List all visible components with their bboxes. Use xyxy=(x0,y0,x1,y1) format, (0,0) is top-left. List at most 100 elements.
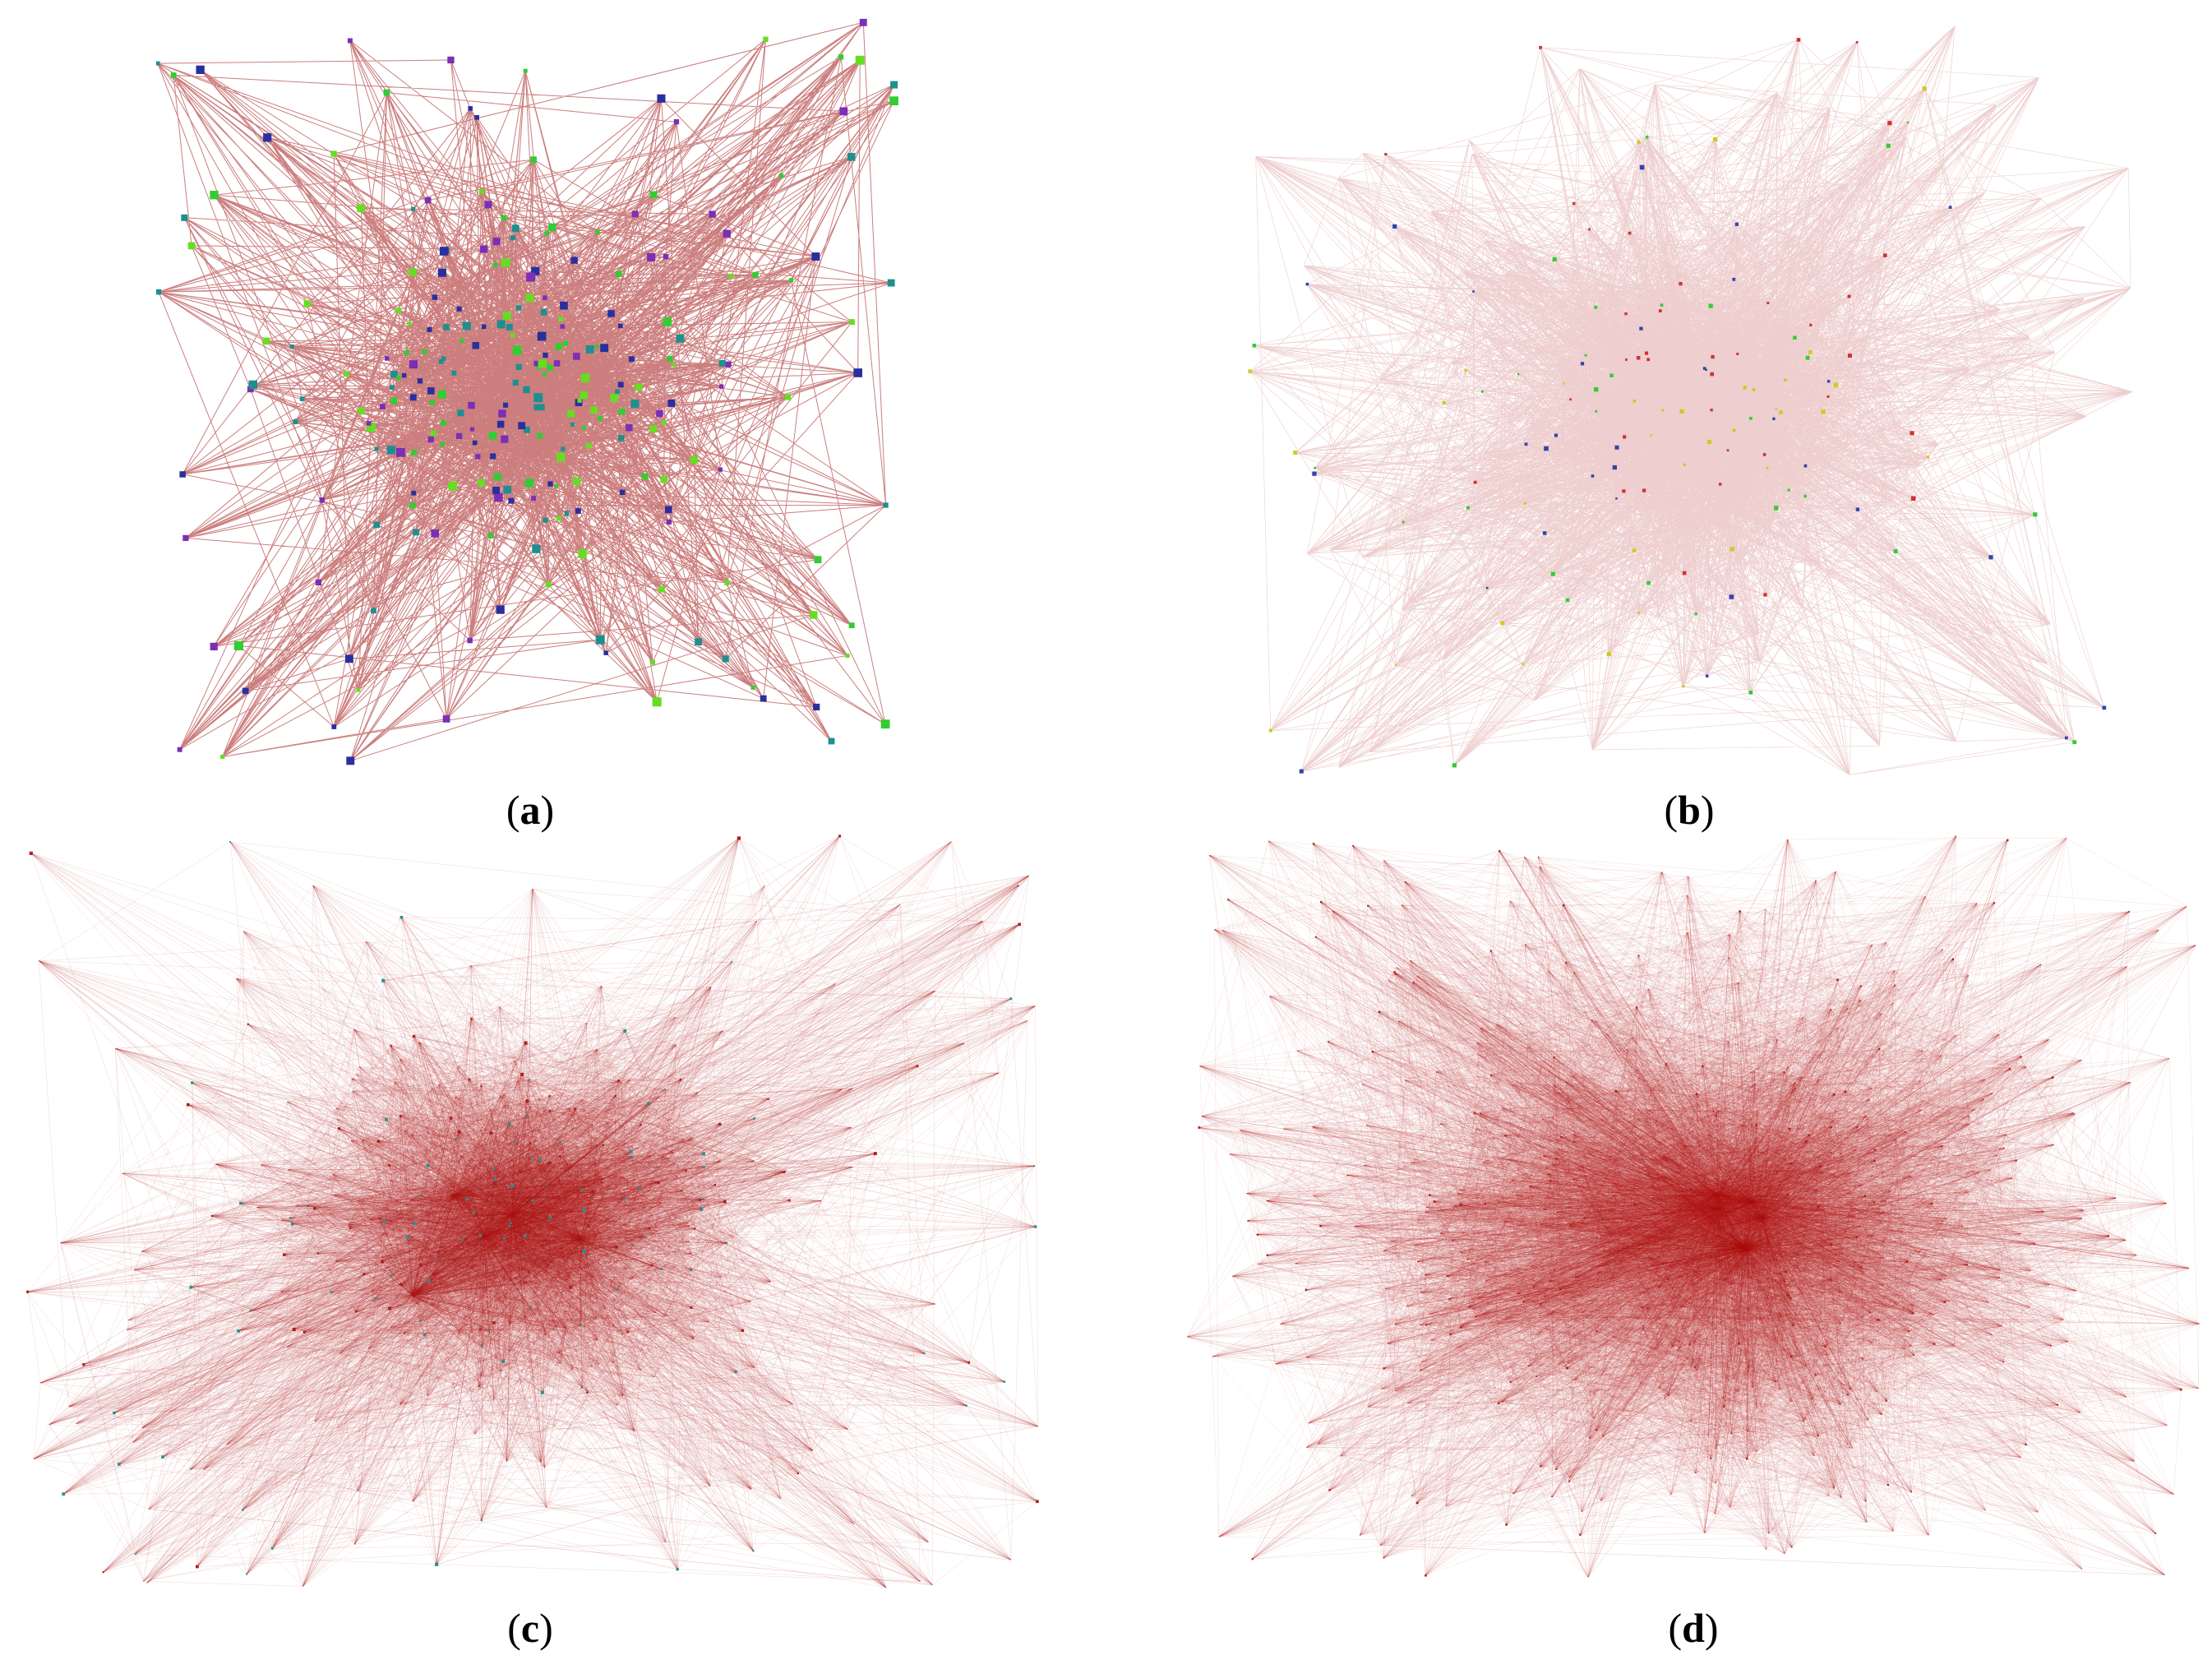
network-node xyxy=(1523,502,1526,505)
network-node xyxy=(523,1234,527,1237)
network-node xyxy=(1490,1074,1493,1076)
network-node xyxy=(508,1224,511,1227)
network-node xyxy=(1886,1399,1888,1402)
network-node xyxy=(702,1152,705,1155)
network-node xyxy=(1616,1091,1619,1093)
network-node xyxy=(690,1306,693,1309)
network-node xyxy=(1725,1278,1728,1280)
network-node xyxy=(62,1492,66,1496)
network-node xyxy=(560,301,568,310)
network-node xyxy=(1425,1274,1427,1276)
network-node xyxy=(965,1404,967,1407)
network-node xyxy=(1637,140,1641,144)
network-node xyxy=(468,1078,471,1081)
network-node xyxy=(1501,1401,1503,1403)
network-node xyxy=(699,1199,702,1201)
network-node xyxy=(1651,1264,1654,1266)
network-node xyxy=(1710,372,1714,377)
network-node xyxy=(1636,356,1641,360)
network-node xyxy=(1726,449,1729,452)
network-node xyxy=(480,1084,483,1087)
network-node xyxy=(1844,1090,1847,1093)
network-node xyxy=(1792,1324,1794,1326)
network-node xyxy=(600,344,608,353)
network-node xyxy=(388,1164,391,1167)
network-node xyxy=(2107,1235,2109,1237)
network-node xyxy=(2020,1056,2022,1058)
network-node xyxy=(248,380,257,390)
network-node xyxy=(778,173,784,178)
network-node xyxy=(409,360,418,369)
network-node xyxy=(890,81,898,89)
network-node xyxy=(547,1219,549,1222)
caption-b-letter: b xyxy=(1678,787,1701,833)
network-node xyxy=(374,446,379,451)
network-node xyxy=(1906,121,1910,124)
network-node xyxy=(389,1274,392,1278)
network-node xyxy=(1503,1221,1506,1223)
network-node xyxy=(880,719,890,729)
network-node xyxy=(671,363,676,367)
network-node xyxy=(580,373,590,383)
network-node xyxy=(1702,1180,1704,1181)
network-node xyxy=(371,608,376,614)
network-node xyxy=(1484,1202,1487,1205)
network-node xyxy=(1833,382,1839,388)
network-node xyxy=(1717,1110,1719,1112)
network-node xyxy=(1793,335,1797,340)
network-node xyxy=(1686,1277,1688,1278)
network-node xyxy=(1500,621,1505,626)
network-node xyxy=(399,1115,402,1117)
network-node xyxy=(1392,224,1397,229)
network-node xyxy=(1779,410,1783,414)
network-node xyxy=(554,483,558,488)
network-node xyxy=(1763,593,1767,597)
network-node xyxy=(1472,290,1475,293)
network-node xyxy=(750,685,755,690)
network-graph-c-svg xyxy=(26,834,1039,1588)
network-node xyxy=(2180,1388,2182,1391)
network-node xyxy=(1252,344,1257,348)
network-node xyxy=(1447,1275,1449,1278)
network-node xyxy=(246,1573,248,1575)
network-node xyxy=(853,368,862,377)
network-node xyxy=(530,156,537,164)
network-edges-d xyxy=(1187,836,2200,1578)
network-node xyxy=(1831,1279,1832,1281)
network-node xyxy=(366,423,376,432)
network-node xyxy=(1695,1472,1697,1474)
network-node xyxy=(411,206,416,211)
network-node xyxy=(478,188,484,194)
network-node xyxy=(503,402,509,408)
network-node xyxy=(529,1141,532,1144)
network-node xyxy=(542,372,547,377)
network-node xyxy=(1933,1343,1936,1345)
network-node xyxy=(1830,1009,1831,1010)
network-node xyxy=(1256,1233,1259,1236)
network-node xyxy=(249,1310,252,1312)
network-node xyxy=(763,36,769,42)
network-node xyxy=(524,426,530,433)
network-node xyxy=(1033,1165,1036,1167)
network-node xyxy=(547,1163,550,1165)
network-node xyxy=(618,408,626,415)
network-node xyxy=(887,279,895,287)
network-node xyxy=(1656,1178,1658,1180)
network-node xyxy=(413,529,419,536)
network-node xyxy=(718,1122,722,1126)
network-node xyxy=(356,687,361,692)
network-node xyxy=(1804,1221,1806,1223)
network-node xyxy=(457,1130,461,1134)
network-node xyxy=(1485,586,1489,589)
network-node xyxy=(883,502,889,508)
network-node xyxy=(1198,1126,1201,1129)
network-node xyxy=(1729,594,1734,599)
network-node xyxy=(709,210,716,218)
network-node xyxy=(1312,843,1315,845)
network-node xyxy=(723,1200,727,1204)
network-node xyxy=(1833,1486,1836,1489)
network-node xyxy=(1034,1225,1037,1228)
network-node xyxy=(1554,433,1558,437)
network-node xyxy=(724,580,730,585)
network-node xyxy=(1948,206,1952,209)
